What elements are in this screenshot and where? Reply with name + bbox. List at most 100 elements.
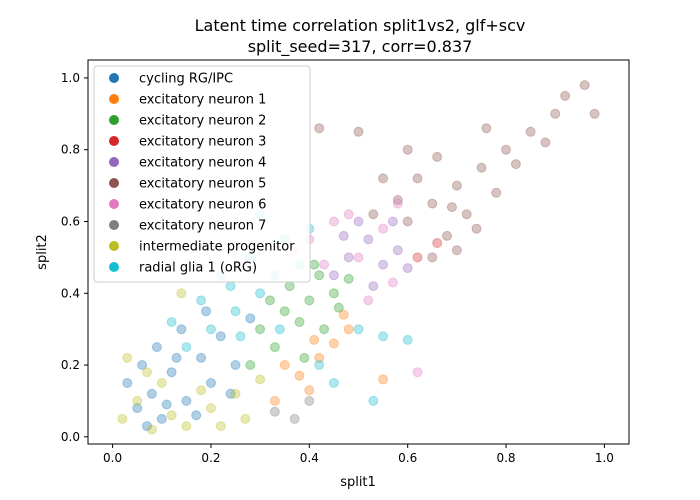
x-tick-label: 0.6 [398, 451, 417, 465]
scatter-point [206, 378, 216, 388]
scatter-point [142, 367, 152, 378]
scatter-point [181, 421, 192, 432]
scatter-point [146, 424, 157, 435]
scatter-point [230, 306, 241, 317]
scatter-point [166, 367, 177, 378]
scatter-point [304, 295, 315, 306]
scatter-point [446, 202, 457, 213]
scatter-point [255, 374, 266, 385]
x-tick-label: 1.0 [595, 451, 614, 465]
scatter-point [368, 395, 379, 406]
scatter-point [117, 413, 128, 424]
scatter-point [343, 273, 354, 284]
scatter-point [476, 162, 487, 173]
scatter-point [122, 352, 133, 363]
scatter-point [378, 173, 389, 184]
scatter-point [156, 413, 167, 424]
scatter-point [451, 180, 462, 191]
chart-title-line2: split_seed=317, corr=0.837 [248, 37, 473, 57]
x-tick-label: 0.8 [496, 451, 515, 465]
scatter-point [471, 223, 482, 234]
scatter-point [279, 360, 290, 370]
scatter-point [146, 388, 157, 399]
scatter-point [589, 108, 600, 119]
scatter-point [333, 302, 344, 313]
scatter-point [525, 126, 536, 137]
scatter-point [269, 406, 280, 417]
scatter-point [363, 295, 374, 306]
legend-label: cycling RG/IPC [139, 72, 233, 87]
scatter-point [230, 388, 241, 399]
scatter-point [328, 338, 339, 349]
scatter-point [368, 209, 379, 220]
scatter-point [328, 378, 339, 388]
scatter-point [387, 216, 398, 227]
scatter-point [304, 385, 315, 396]
scatter-point [225, 281, 236, 292]
y-tick-label: 0.6 [61, 214, 80, 228]
scatter-point [284, 281, 295, 292]
legend-marker [109, 73, 119, 83]
scatter-point [363, 234, 374, 245]
scatter-point [269, 342, 280, 353]
scatter-point [142, 421, 152, 432]
scatter-point [540, 137, 551, 148]
scatter-point [328, 288, 339, 299]
scatter-point [402, 144, 413, 155]
y-tick-label: 0.8 [61, 143, 80, 157]
scatter-point [328, 270, 339, 281]
legend-label: excitatory neuron 7 [139, 219, 266, 234]
x-axis-label: split1 [340, 475, 376, 490]
legend-box [93, 65, 311, 283]
scatter-point [176, 324, 187, 335]
x-axis-ticks: 0.0 0.2 0.4 0.6 0.8 1.0 [103, 444, 614, 465]
scatter-point [501, 144, 511, 155]
scatter-point [412, 367, 423, 378]
y-tick-label: 0.4 [61, 286, 80, 300]
scatter-point [132, 403, 143, 414]
scatter-point [196, 352, 207, 363]
scatter-point [427, 198, 438, 209]
scatter-point [402, 216, 413, 227]
scatter-point [461, 209, 472, 220]
scatter-point [392, 198, 403, 209]
scatter-point [343, 324, 354, 335]
scatter-point [560, 90, 571, 101]
scatter-point [579, 80, 590, 91]
legend-marker [109, 199, 119, 209]
scatter-point [491, 187, 502, 198]
scatter-point [510, 159, 521, 170]
scatter-point [201, 306, 211, 317]
scatter-point [343, 252, 354, 263]
scatter-point [215, 421, 226, 432]
scatter-point [412, 252, 423, 263]
x-tick-label: 0.4 [300, 451, 319, 465]
scatter-point [353, 252, 364, 263]
scatter-point [314, 270, 325, 281]
scatter-point [274, 324, 285, 335]
scatter-point [353, 216, 364, 227]
chart-title-line1: Latent time correlation split1vs2, glf+s… [195, 16, 526, 35]
scatter-point [353, 324, 364, 335]
scatter-point [215, 331, 226, 342]
scatter-point [196, 385, 207, 396]
x-tick-label: 0.2 [201, 451, 220, 465]
y-tick-label: 0.2 [61, 358, 80, 372]
scatter-point [206, 324, 216, 335]
legend-label: excitatory neuron 2 [139, 114, 266, 129]
legend-label: excitatory neuron 1 [139, 93, 266, 108]
scatter-point [137, 360, 148, 370]
scatter-point [432, 151, 443, 162]
legend-marker [109, 94, 119, 104]
scatter-point [240, 413, 251, 424]
scatter-point [171, 352, 182, 363]
legend-label: excitatory neuron 3 [139, 135, 266, 150]
y-axis-label: split2 [35, 234, 50, 270]
scatter-point [319, 324, 330, 335]
scatter-point [368, 281, 379, 292]
scatter-point [181, 395, 192, 406]
scatter-point [378, 374, 389, 385]
scatter-point [378, 259, 389, 270]
y-tick-label: 1.0 [61, 71, 80, 85]
scatter-point [392, 195, 403, 205]
